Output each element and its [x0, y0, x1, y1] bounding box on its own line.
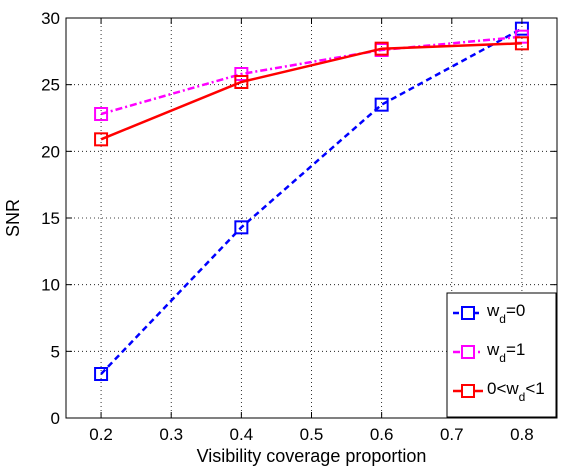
y-tick-label: 20	[41, 142, 60, 161]
y-tick-label: 30	[41, 9, 60, 28]
x-tick-label: 0.5	[300, 425, 324, 444]
x-tick-label: 0.4	[230, 425, 254, 444]
ticks: 0.2 0.3 0.4 0.5 0.6 0.7 0.8 0 5 10 15 20 25 30	[41, 9, 557, 444]
x-tick-label: 0.2	[89, 425, 113, 444]
x-axis-label: Visibility coverage proportion	[197, 446, 427, 466]
x-tick-label: 0.8	[510, 425, 534, 444]
series-0-marker	[374, 97, 389, 112]
legend-marker-1	[461, 345, 475, 359]
legend-label-tail: <1	[525, 379, 544, 398]
series-line-0	[100, 27, 523, 375]
legend-label-2: 0<wd<1	[487, 379, 545, 404]
y-tick-label: 5	[51, 342, 60, 361]
series-1-marker	[234, 67, 249, 81]
legend-label-subscript: d	[519, 390, 526, 404]
legend-marker-2	[461, 384, 475, 398]
legend: wd=0wd=10<wd<1	[446, 292, 557, 418]
series-layer	[94, 21, 529, 381]
series-2-marker	[94, 132, 109, 147]
legend-label-main: w	[486, 340, 500, 359]
legend-label-subscript: d	[499, 312, 506, 326]
grid	[66, 17, 557, 419]
series-1-marker	[94, 107, 109, 121]
legend-label-subscript: d	[499, 351, 506, 365]
series-2-marker	[234, 75, 249, 89]
series-2-marker	[374, 41, 389, 56]
legend-label-tail: =1	[506, 340, 525, 359]
x-tick-label: 0.6	[370, 425, 394, 444]
legend-label-0: wd=0	[486, 301, 525, 326]
legend-label-tail: =0	[506, 301, 525, 320]
series-2-marker	[514, 36, 529, 51]
y-tick-label: 25	[41, 76, 60, 95]
legend-label-main: 0<w	[487, 379, 519, 398]
y-axis-label: SNR	[3, 199, 23, 237]
y-tick-label: 0	[51, 409, 60, 428]
series-0-marker	[94, 367, 109, 381]
x-tick-label: 0.7	[440, 425, 464, 444]
y-tick-label: 10	[41, 276, 60, 295]
legend-label-main: w	[486, 301, 500, 320]
legend-marker-0	[461, 306, 475, 320]
series-0-marker	[234, 220, 249, 235]
series-line-2	[100, 42, 522, 141]
legend-label-1: wd=1	[486, 340, 525, 365]
y-tick-label: 15	[41, 209, 60, 228]
x-tick-label: 0.3	[159, 425, 183, 444]
